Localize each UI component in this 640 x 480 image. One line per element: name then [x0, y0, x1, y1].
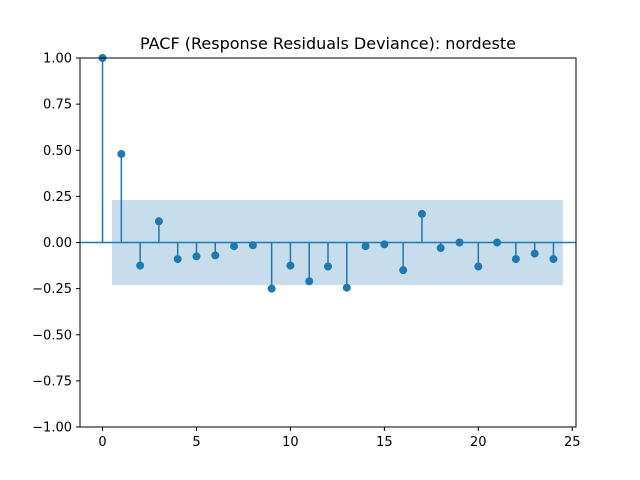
stem-marker: [380, 240, 389, 249]
x-tick-label: 15: [376, 435, 393, 450]
y-tick-label: 0.00: [43, 236, 72, 251]
stem-marker: [474, 262, 483, 271]
plot-area: [80, 54, 576, 293]
x-tick-label: 20: [470, 435, 487, 450]
x-tick-label: 10: [282, 435, 299, 450]
stem-marker: [493, 238, 502, 247]
stem-marker: [211, 251, 220, 260]
stem-marker: [324, 262, 332, 271]
y-tick-label: −0.75: [32, 374, 72, 389]
stem-marker: [455, 238, 464, 247]
stem-marker: [417, 209, 426, 218]
stem-marker: [361, 242, 370, 251]
stem-marker: [436, 244, 445, 253]
y-tick-label: −0.25: [32, 282, 72, 297]
stem-marker: [173, 255, 182, 264]
stem-marker: [154, 217, 163, 226]
stem-marker: [117, 149, 126, 158]
chart-title: PACF (Response Residuals Deviance): nord…: [140, 34, 516, 53]
stem-marker: [267, 284, 276, 293]
y-tick-label: 0.25: [43, 190, 72, 205]
stem-marker: [549, 255, 558, 264]
stem-marker: [136, 261, 145, 270]
stem-marker: [530, 249, 539, 258]
y-tick-label: −0.50: [32, 328, 72, 343]
stem-marker: [399, 266, 408, 275]
stem-marker: [192, 252, 201, 261]
stem-marker: [342, 283, 351, 292]
y-tick-label: 0.50: [43, 144, 72, 159]
stem-marker: [230, 242, 239, 251]
x-tick-label: 25: [564, 435, 581, 450]
stem-marker: [305, 277, 314, 286]
x-tick-label: 0: [98, 435, 106, 450]
stem-marker: [511, 255, 520, 264]
x-tick-label: 5: [192, 435, 200, 450]
y-tick-label: −1.00: [32, 421, 72, 436]
stem-marker: [286, 261, 295, 270]
stem-marker: [248, 241, 257, 250]
y-tick-label: 1.00: [43, 52, 72, 67]
axes: 0 5 10 15 20 25 −1.00 −0.75 −0.50 −0.25 0.00 0.25 0.…: [32, 52, 580, 451]
y-tick-label: 0.75: [43, 98, 72, 113]
